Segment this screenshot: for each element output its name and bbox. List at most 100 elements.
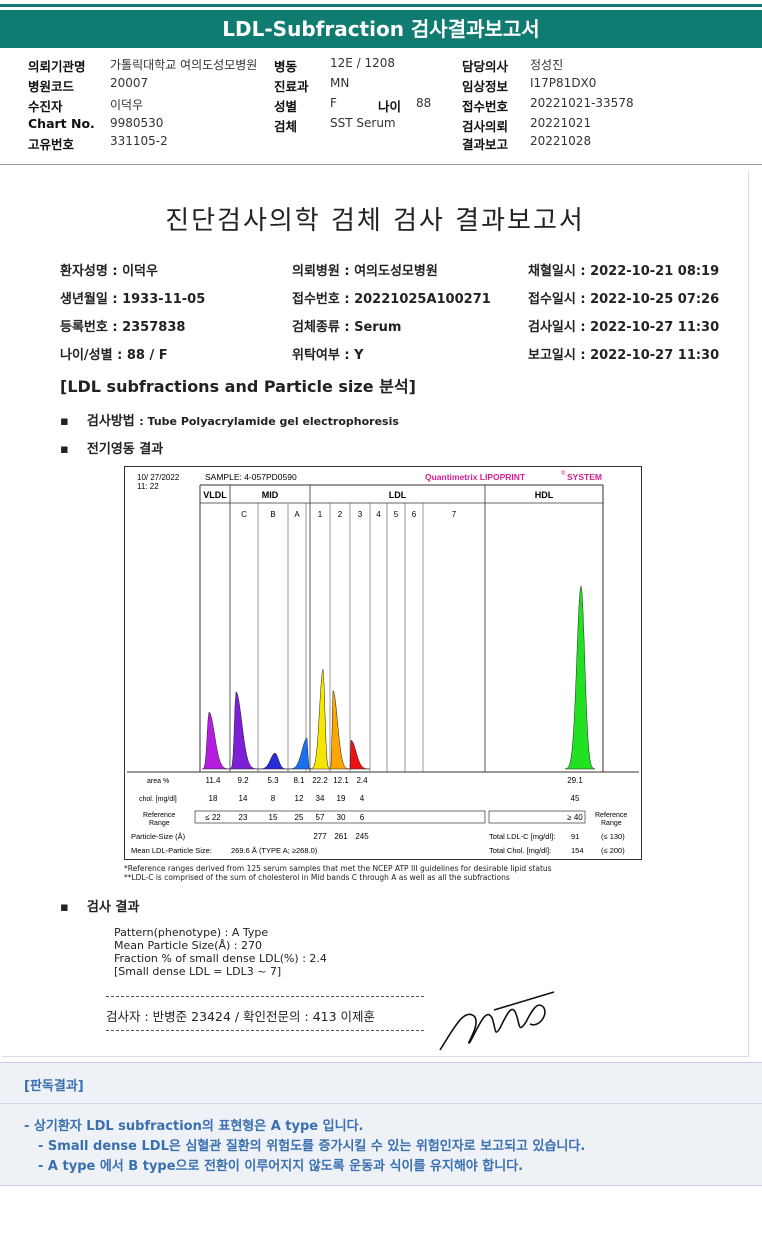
curve-band-b	[258, 752, 288, 770]
area-value: 5.3	[267, 776, 279, 785]
chart-band-label: 6	[412, 510, 417, 519]
area-value: 29.1	[567, 776, 583, 785]
report-field: 검사일시 : 2022-10-27 11:30	[528, 320, 720, 335]
info-label: 병동	[274, 59, 298, 74]
chol-value: 8	[271, 794, 276, 803]
curve-ldl3	[349, 739, 370, 770]
result-lines: Pattern(phenotype) : A Type Mean Particl…	[114, 926, 327, 978]
chol-value: 4	[360, 794, 365, 803]
curve-band-c	[229, 691, 259, 770]
electro-row: ▪ 전기영동 결과	[60, 438, 163, 457]
info-value: 9980530	[110, 116, 164, 130]
info-value: 20221028	[530, 134, 592, 148]
age-label: 나이	[378, 99, 402, 114]
divider	[0, 164, 762, 165]
chart-band-label: 3	[358, 510, 363, 519]
area-value: 2.4	[356, 776, 368, 785]
result-line: [Small dense LDL = LDL3 ~ 7]	[114, 965, 282, 978]
report-title: 진단검사의학 검체 검사 결과보고서	[165, 206, 585, 236]
total-chol-label: Total Chol. [mg/dl]:	[489, 846, 551, 855]
top-accent-line	[0, 4, 762, 7]
bullet-icon: ▪	[60, 900, 83, 915]
report-field: 채혈일시 : 2022-10-21 08:19	[528, 264, 720, 279]
reference-value: 25	[295, 813, 304, 822]
info-label: 성별	[274, 99, 298, 114]
result-line: Fraction % of small dense LDL(%) : 2.4	[114, 952, 327, 965]
info-value: 20007	[110, 76, 149, 90]
chol-value: 12	[295, 794, 304, 803]
info-label: 접수번호	[462, 99, 509, 114]
info-label: 검체	[274, 119, 298, 134]
area-value: 8.1	[293, 776, 305, 785]
report-document: 진단검사의학 검체 검사 결과보고서 환자성명 : 이덕우 의뢰병원 : 여의도성…	[2, 170, 749, 1057]
total-ldl-value: 91	[571, 832, 579, 841]
info-value: 20221021-33578	[530, 96, 634, 110]
footnote: *Reference ranges derived from 125 serum…	[124, 864, 552, 873]
electrophoresis-chart: 10/ 27/2022 11: 22 SAMPLE: 4-057PD0590 Quan…	[124, 466, 642, 860]
curve-ldl1	[309, 669, 331, 770]
info-label: 결과보고	[462, 137, 509, 152]
interpretation-line: - 상기환자 LDL subfraction의 표현형은 A type 입니다.	[24, 1119, 364, 1134]
chart-group-label: MID	[262, 490, 279, 500]
mean-size-value: 269.6 Å (TYPE A; ≥268.0)	[231, 846, 318, 855]
signature-image	[439, 991, 555, 1051]
area-value: 9.2	[237, 776, 249, 785]
reference-value: 15	[269, 813, 278, 822]
chol-value: 19	[337, 794, 346, 803]
info-value: I17P81DX0	[530, 76, 597, 90]
interpretation-panel: [판독결과] - 상기환자 LDL subfraction의 표현형은 A ty…	[0, 1062, 762, 1186]
row-label-ref: Reference	[143, 812, 175, 819]
info-value: SST Serum	[330, 116, 396, 130]
info-value: 가톨릭대학교 여의도성모병원	[110, 58, 258, 72]
bullet-icon: ▪	[60, 442, 83, 457]
reference-value: ≥ 40	[567, 813, 583, 822]
info-label: 임상정보	[462, 79, 509, 94]
info-label: 고유번호	[28, 137, 75, 152]
chart-brand: Quantimetrix LIPOPRINT	[425, 472, 526, 482]
reference-value: 30	[337, 813, 346, 822]
sign-line-top	[106, 996, 424, 997]
reference-value: 23	[239, 813, 248, 822]
total-chol-ref: (≤ 200)	[601, 846, 625, 855]
report-field: 환자성명 : 이덕우	[60, 264, 158, 279]
info-value: F	[330, 96, 337, 110]
row-label-chol: chol. [mg/dl]	[139, 796, 177, 803]
age-value: 88	[416, 96, 432, 110]
sign-line-bottom	[106, 1030, 424, 1031]
reference-value: ≤ 22	[205, 813, 221, 822]
footnote: **LDL-C is comprised of the sum of chole…	[124, 873, 510, 882]
curve-vldl	[201, 711, 231, 770]
chart-band-label: 2	[338, 510, 343, 519]
info-value: 정성진	[530, 58, 564, 72]
report-field: 접수일시 : 2022-10-25 07:26	[528, 292, 720, 307]
info-value: 이덕우	[110, 98, 144, 112]
info-value: 331105-2	[110, 134, 168, 148]
chart-band-label: B	[270, 510, 275, 519]
report-field: 보고일시 : 2022-10-27 11:30	[528, 348, 720, 363]
info-label: 검사의뢰	[462, 119, 509, 134]
reference-box	[488, 810, 586, 824]
row-label-ref-right: Reference	[595, 812, 627, 819]
particle-size-value: 245	[355, 832, 369, 841]
info-label: 수진자	[28, 99, 63, 114]
particle-size-value: 261	[334, 832, 348, 841]
chart-band-label: 1	[318, 510, 323, 519]
chol-value: 34	[316, 794, 325, 803]
chart-time: 11: 22	[137, 482, 159, 491]
report-field: 위탁여부 : Y	[292, 348, 364, 363]
report-field: 등록번호 : 2357838	[60, 320, 186, 335]
electro-label: 전기영동 결과	[86, 442, 164, 457]
method-label: 검사방법	[86, 414, 135, 429]
chol-value: 18	[209, 794, 218, 803]
info-label: 병원코드	[28, 79, 75, 94]
page-title: LDL-Subfraction 검사결과보고서	[0, 10, 762, 48]
interpretation-line: - Small dense LDL은 심혈관 질환의 위험도를 증가시킬 수 있…	[38, 1139, 586, 1154]
info-value: 12E / 1208	[330, 56, 396, 70]
curve-band-a	[288, 737, 311, 770]
total-ldl-label: Total LDL-C [mg/dl]:	[489, 832, 555, 841]
row-label-ref-right: Range	[601, 820, 622, 827]
interpretation-line: - A type 에서 B type으로 전환이 이루어지지 않도록 운동과 식…	[38, 1159, 524, 1174]
chart-brand-mark: ®	[561, 470, 566, 477]
curve-hdl	[564, 585, 596, 770]
